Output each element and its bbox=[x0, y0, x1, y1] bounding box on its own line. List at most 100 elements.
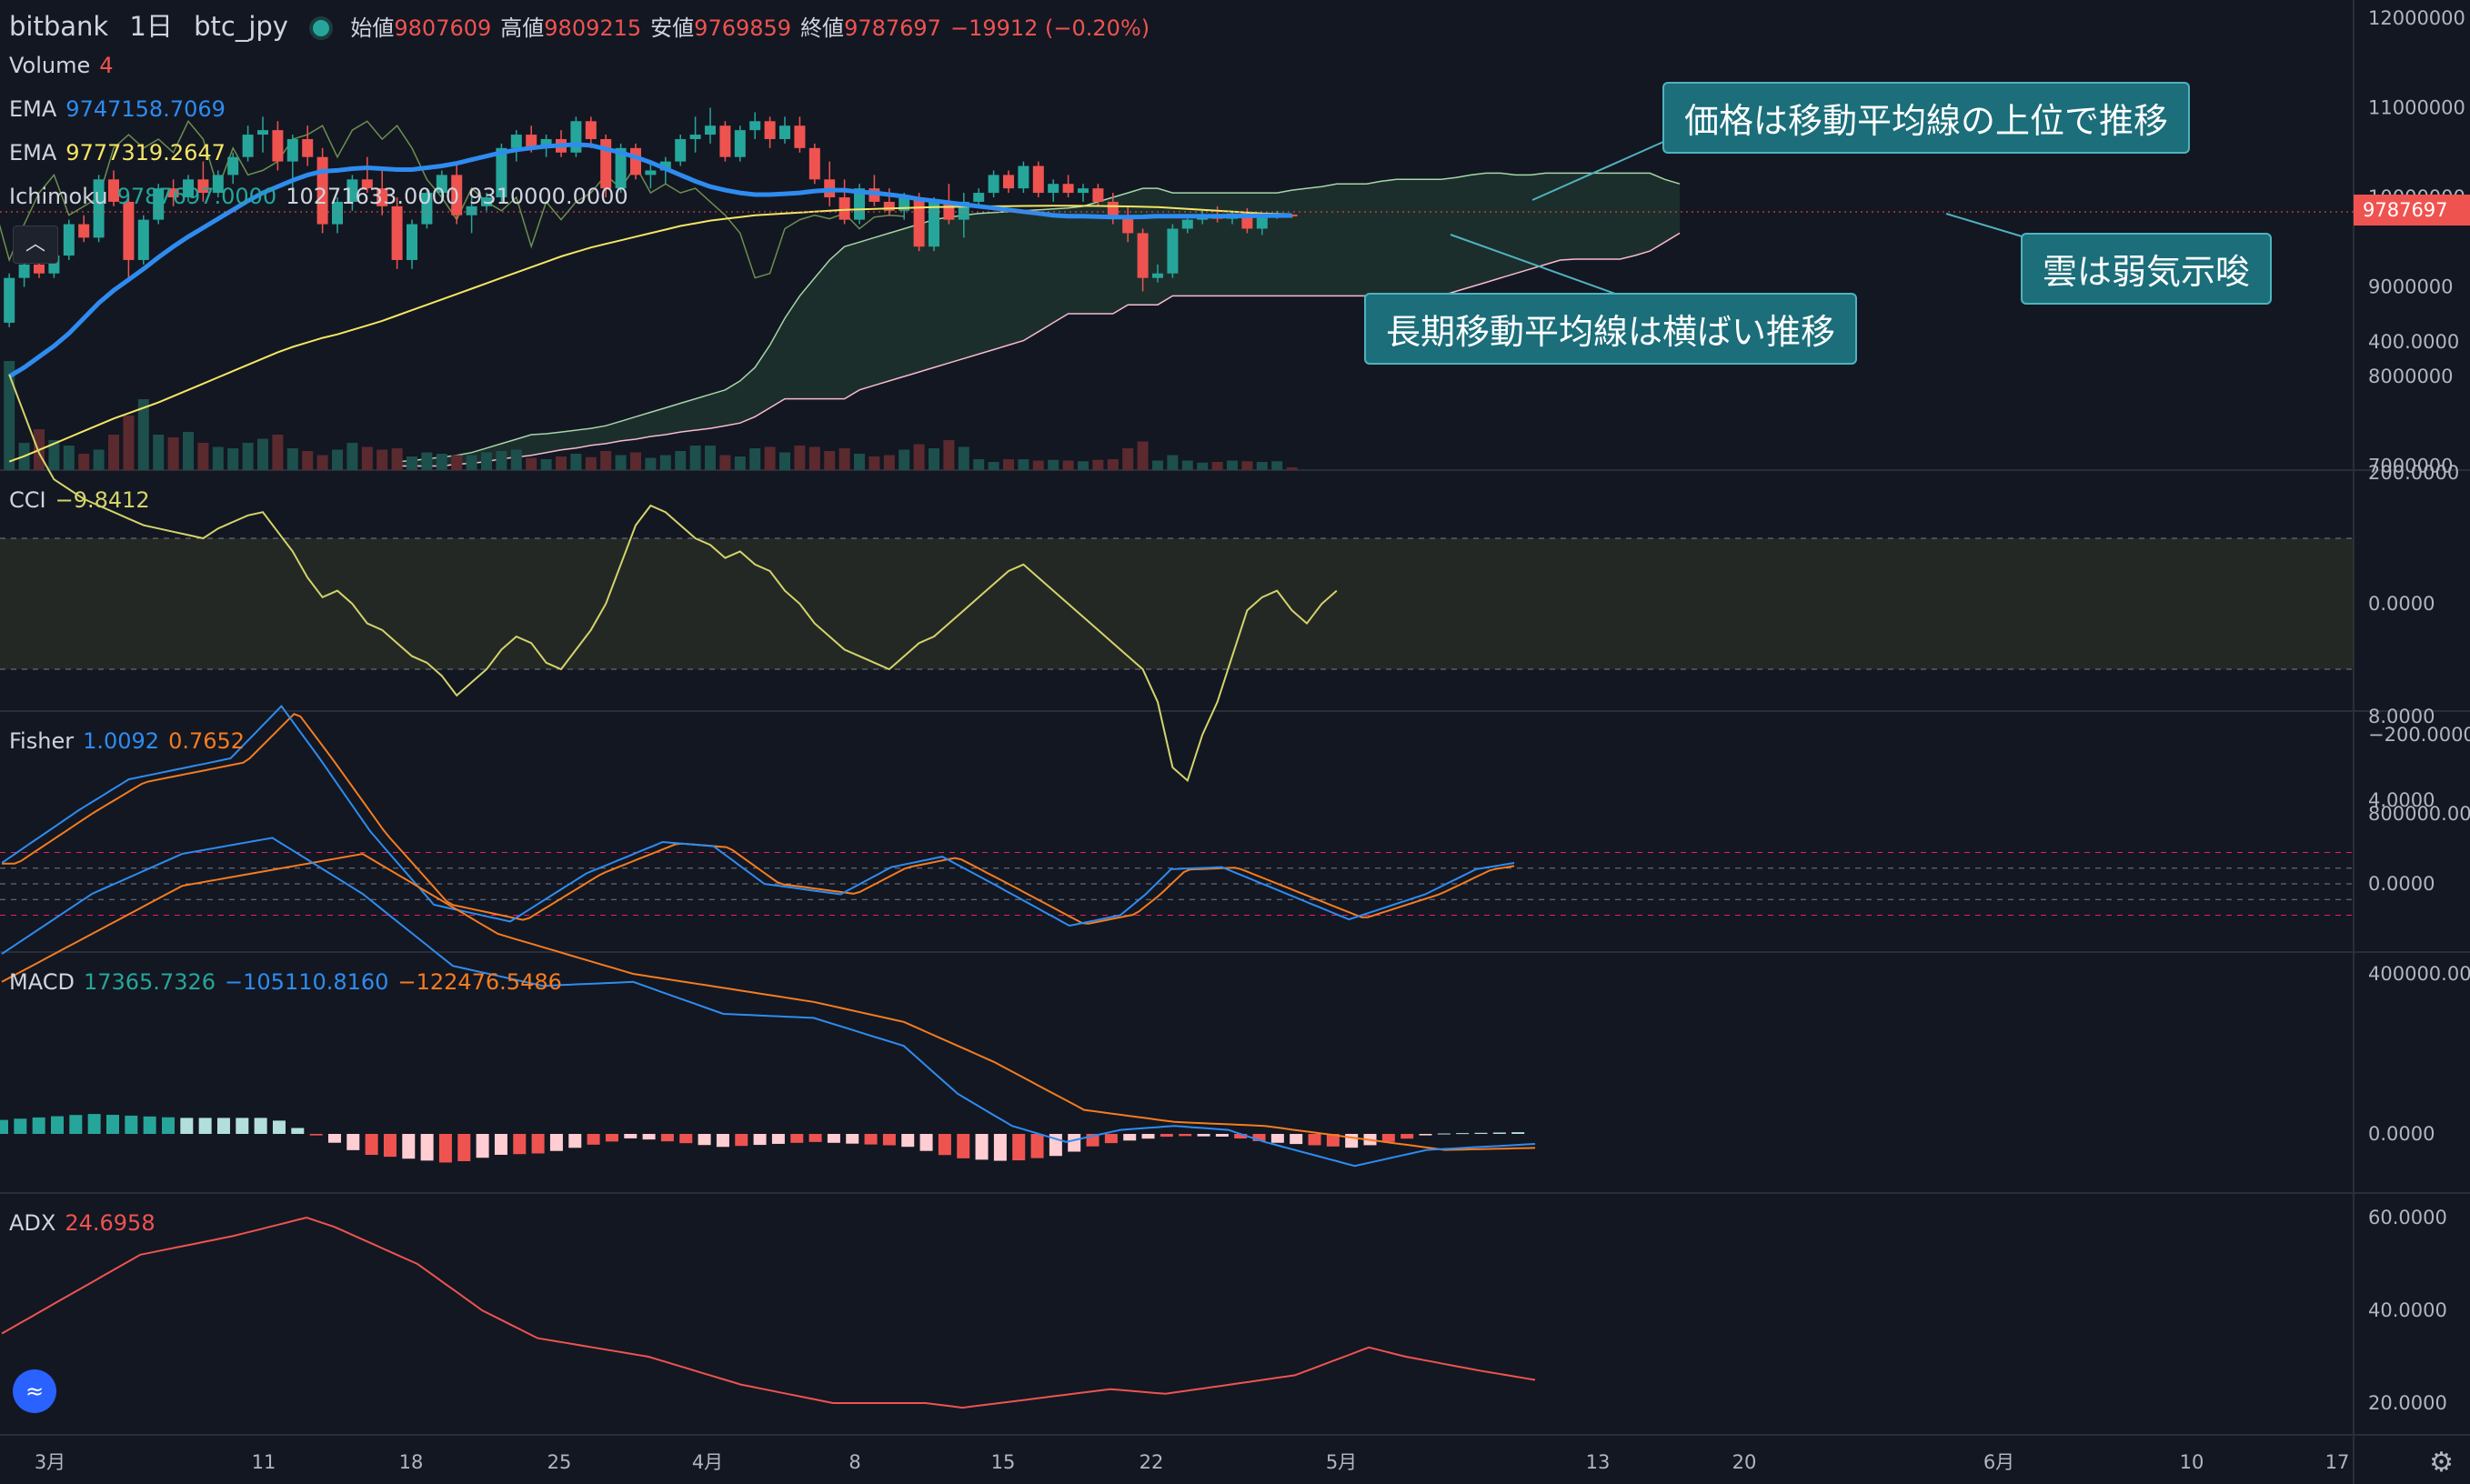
macd-histogram-bar bbox=[808, 1134, 822, 1142]
candle bbox=[719, 121, 731, 162]
close-value: 9787697 bbox=[844, 15, 941, 41]
candle-body bbox=[779, 125, 790, 139]
macd-histogram-bar bbox=[624, 1134, 638, 1138]
macd-histogram-bar bbox=[87, 1114, 101, 1134]
interval[interactable]: 1日 bbox=[129, 11, 173, 42]
macd-histogram-bar bbox=[1123, 1134, 1137, 1141]
volume-bar bbox=[883, 455, 895, 470]
macd-histogram-bar bbox=[882, 1134, 896, 1146]
macd-histogram-bar bbox=[605, 1134, 618, 1142]
open-label: 始値 bbox=[350, 15, 395, 41]
candle-body bbox=[167, 188, 179, 197]
candle-body bbox=[1048, 184, 1059, 194]
candle bbox=[242, 125, 254, 162]
fisher-line bbox=[1, 704, 1515, 928]
candle-body bbox=[1092, 188, 1104, 202]
macd-histogram-bar bbox=[272, 1120, 286, 1134]
volume-bar bbox=[242, 443, 254, 470]
candle bbox=[1032, 161, 1044, 197]
cci-legend[interactable]: CCI −9.8412 bbox=[9, 487, 159, 513]
chart-header: bitbank 1日 btc_jpy 始値9807609 高値9809215 安値9… bbox=[9, 5, 1159, 44]
macd-tick-label: 0.0000 bbox=[2368, 1123, 2435, 1145]
tradingview-logo-icon[interactable]: ≈ bbox=[13, 1369, 56, 1413]
candle-body bbox=[153, 188, 165, 220]
macd-histogram-bar bbox=[1197, 1134, 1210, 1137]
volume-bar bbox=[600, 451, 612, 470]
close-label: 終値 bbox=[800, 15, 845, 41]
volume-bar bbox=[346, 443, 358, 470]
time-tick-label: 20 bbox=[1732, 1451, 1757, 1473]
annotation-price-above-ma[interactable]: 価格は移動平均線の上位で推移 bbox=[1662, 82, 2191, 154]
volume-bar bbox=[734, 456, 746, 470]
candle-body bbox=[377, 188, 388, 206]
adx-label: ADX bbox=[9, 1210, 56, 1236]
macd-histogram-bar bbox=[105, 1115, 119, 1134]
candle bbox=[929, 197, 939, 252]
macd-tick-label: 400000.0000 bbox=[2368, 963, 2470, 985]
fisher-label: Fisher bbox=[9, 728, 75, 754]
volume-legend[interactable]: Volume 4 bbox=[9, 53, 123, 78]
candle-body bbox=[1167, 228, 1179, 274]
volume-bar bbox=[407, 456, 417, 470]
candle-body bbox=[1181, 219, 1193, 229]
macd-label: MACD bbox=[9, 969, 75, 995]
macd-histogram-bar bbox=[864, 1134, 878, 1145]
candle-body bbox=[242, 135, 254, 157]
cloud-span-a bbox=[397, 172, 1681, 463]
candle-body bbox=[929, 201, 939, 247]
macd-histogram-bar bbox=[1326, 1134, 1340, 1147]
candle-body bbox=[1003, 175, 1014, 189]
ichimoku-legend[interactable]: Ichimoku 9787697.0000 10271633.0000 9310000… bbox=[9, 184, 638, 209]
candle-body bbox=[346, 179, 358, 202]
annotation-long-ma-flat[interactable]: 長期移動平均線は横ばい推移 bbox=[1364, 293, 1858, 365]
live-dot-icon bbox=[313, 20, 330, 36]
cloud-span-b bbox=[397, 232, 1681, 467]
volume-bar bbox=[436, 454, 447, 470]
candle bbox=[302, 125, 314, 166]
candle-body bbox=[1122, 215, 1134, 234]
candle-body bbox=[391, 206, 403, 260]
candle bbox=[4, 273, 15, 327]
macd-legend[interactable]: MACD 17365.7326 −105110.8160 −122476.5486 bbox=[9, 969, 571, 995]
time-tick-label: 8 bbox=[848, 1451, 860, 1473]
symbol[interactable]: btc_jpy bbox=[194, 11, 288, 42]
macd-histogram-bar bbox=[14, 1118, 27, 1134]
ema-slow-legend[interactable]: EMA 9777319.2647 bbox=[9, 140, 235, 165]
macd-histogram-bar bbox=[790, 1134, 804, 1143]
candle bbox=[257, 116, 268, 153]
gear-icon[interactable]: ⚙ bbox=[2429, 1447, 2454, 1479]
fisher-legend[interactable]: Fisher 1.0092 0.7652 bbox=[9, 728, 254, 754]
macd-histogram-bar bbox=[1308, 1134, 1321, 1146]
candle bbox=[1062, 175, 1074, 197]
candle bbox=[407, 219, 417, 269]
time-tick-label: 22 bbox=[1140, 1451, 1164, 1473]
annotation-cloud-bearish[interactable]: 雲は弱気示唆 bbox=[2021, 233, 2273, 305]
volume-bar bbox=[1003, 459, 1014, 470]
candle bbox=[272, 121, 284, 171]
adx-tick-label: 60.0000 bbox=[2368, 1207, 2447, 1228]
macd-histogram-bar bbox=[69, 1115, 83, 1134]
volume-bar bbox=[1211, 462, 1223, 470]
macd-histogram-bar bbox=[1345, 1134, 1359, 1148]
volume-bar bbox=[689, 446, 701, 470]
candle-body bbox=[1256, 216, 1268, 229]
volume-bar bbox=[929, 448, 939, 470]
macd-histogram-bar bbox=[1104, 1134, 1118, 1144]
macd-histogram-bar bbox=[771, 1134, 785, 1144]
adx-legend[interactable]: ADX 24.6958 bbox=[9, 1210, 165, 1236]
volume-bar bbox=[1107, 459, 1119, 470]
collapse-legend-button[interactable]: ︿ bbox=[13, 226, 58, 264]
ema-fast-legend[interactable]: EMA 9747158.7069 bbox=[9, 96, 235, 122]
volume-bar bbox=[973, 459, 985, 470]
candle-body bbox=[510, 135, 522, 148]
time-tick-label: 15 bbox=[991, 1451, 1016, 1473]
candle-body bbox=[689, 135, 701, 139]
time-tick-label: 3月 bbox=[35, 1451, 65, 1473]
candle-body bbox=[272, 130, 284, 162]
candle-body bbox=[183, 179, 194, 197]
candle bbox=[734, 125, 746, 162]
volume-bar bbox=[167, 437, 179, 470]
macd-histogram-bar bbox=[1012, 1134, 1026, 1161]
volume-bar bbox=[913, 444, 925, 470]
